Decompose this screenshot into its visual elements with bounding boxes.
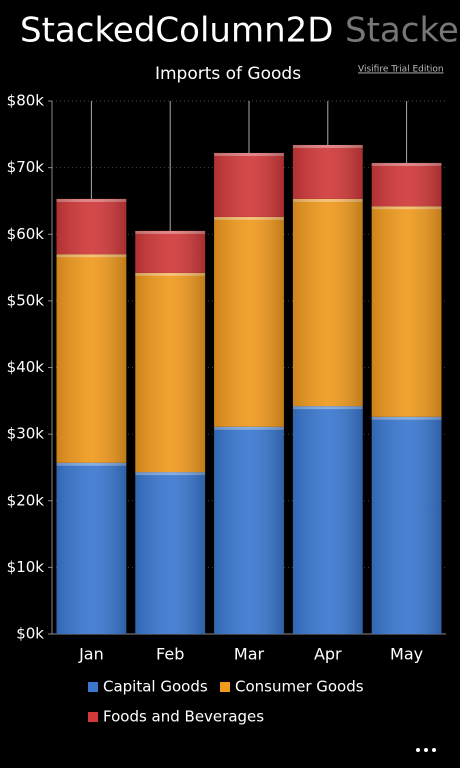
x-tick-label: May	[390, 645, 423, 664]
dot	[416, 748, 420, 752]
legend-swatch	[88, 712, 98, 722]
y-tick-label: $50k	[7, 291, 45, 309]
legend-label: Consumer Goods	[235, 678, 364, 696]
y-tick-label: $60k	[7, 225, 45, 243]
bar-shade	[135, 230, 206, 273]
bar-shade	[56, 198, 127, 255]
y-tick-label: $70k	[7, 158, 45, 176]
y-tick-label: $40k	[7, 358, 45, 376]
y-tick-label: $10k	[7, 558, 45, 576]
y-tick-label: $80k	[7, 92, 45, 110]
x-tick-label: Mar	[234, 645, 265, 664]
legend-label: Foods and Beverages	[103, 708, 264, 726]
y-tick-label: $30k	[7, 425, 45, 443]
more-button[interactable]	[416, 748, 436, 752]
x-tick-label: Apr	[314, 645, 342, 664]
dot	[432, 748, 436, 752]
bar-shade	[214, 216, 284, 427]
bar-shade	[371, 206, 442, 417]
bar-shade	[292, 144, 363, 199]
pivot-header[interactable]: StackedColumn2D	[20, 11, 333, 51]
y-tick-label: $0k	[16, 625, 44, 643]
y-tick-label: $20k	[7, 491, 45, 509]
chart-title: Imports of Goods	[155, 64, 301, 84]
bar-shade	[135, 272, 206, 473]
bar-shade	[56, 254, 127, 463]
bar-shade	[214, 152, 284, 217]
bar-shade	[371, 416, 442, 634]
watermark[interactable]: Visifire Trial Edition	[358, 65, 444, 75]
bar-shade	[292, 198, 363, 407]
pivot-header[interactable]: Stacked	[345, 11, 460, 51]
bar-shade	[56, 462, 127, 634]
legend-label: Capital Goods	[103, 678, 208, 696]
bar-shade	[135, 472, 206, 634]
bar-shade	[292, 406, 363, 634]
dot	[424, 748, 428, 752]
x-tick-label: Feb	[156, 645, 184, 664]
legend-swatch	[88, 682, 98, 692]
bar-shade	[371, 162, 442, 207]
x-tick-label: Jan	[78, 645, 104, 664]
bar-shade	[214, 426, 284, 634]
legend-swatch	[220, 682, 230, 692]
